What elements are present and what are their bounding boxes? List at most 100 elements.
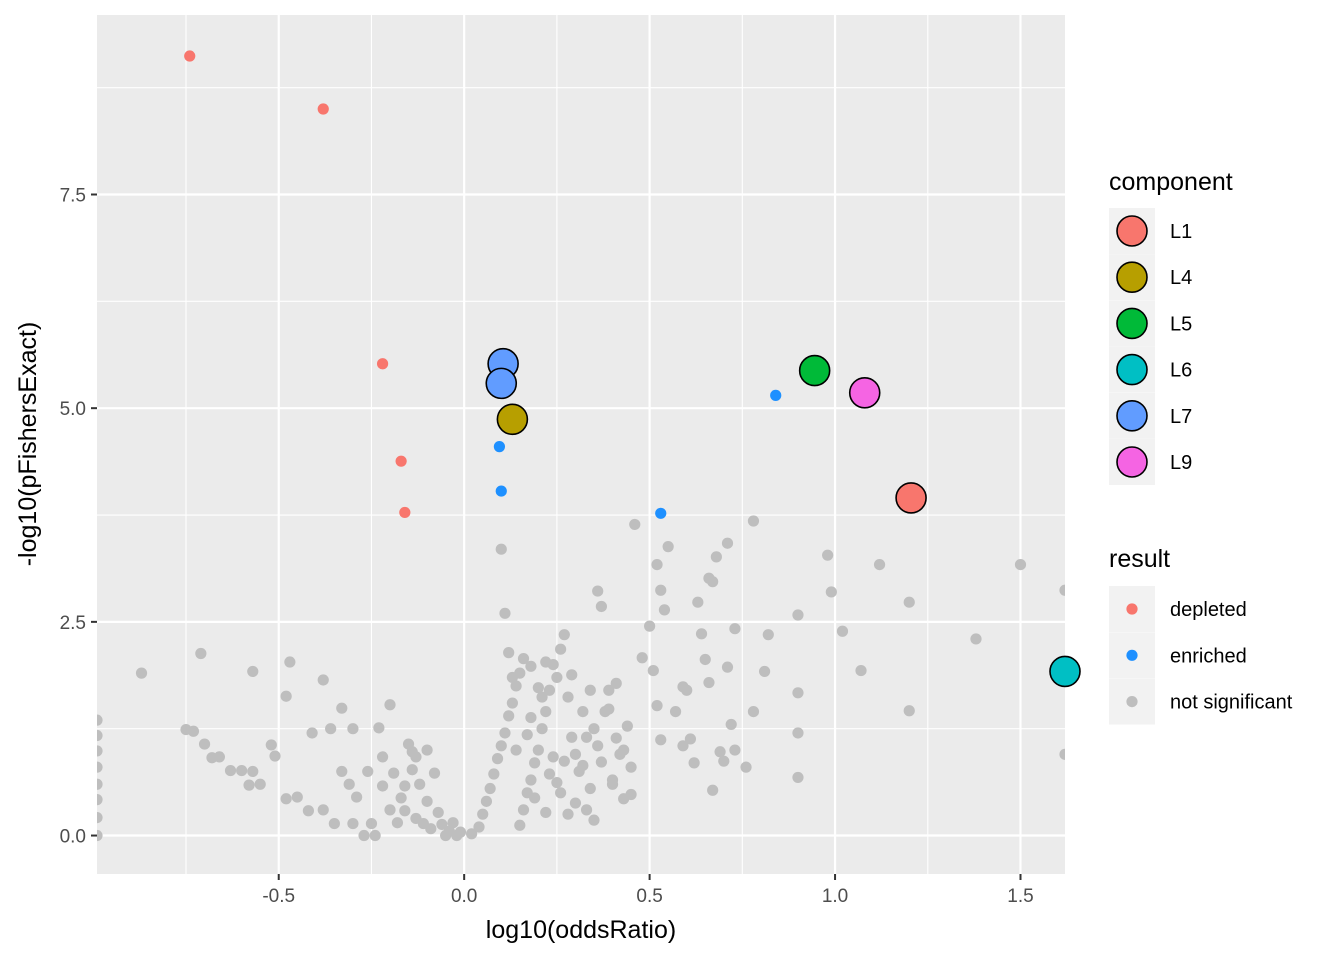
legend-label-l1: L1 bbox=[1170, 221, 1192, 243]
legend-label-l4: L4 bbox=[1170, 267, 1192, 289]
point-not-significant bbox=[376, 751, 389, 763]
point-not-significant bbox=[97, 794, 103, 806]
point-not-significant bbox=[558, 755, 570, 767]
point-not-significant bbox=[247, 765, 259, 778]
legend-key-l9 bbox=[1116, 446, 1148, 478]
point-not-significant bbox=[651, 700, 663, 712]
point-not-significant bbox=[721, 661, 734, 673]
component-marker-l6 bbox=[1049, 655, 1081, 688]
x-tick-label: 1.0 bbox=[822, 886, 848, 907]
x-tick-label: 0.0 bbox=[451, 886, 477, 907]
point-not-significant bbox=[97, 745, 103, 757]
point-not-significant bbox=[692, 596, 704, 608]
point-not-significant bbox=[187, 725, 200, 737]
point-not-significant bbox=[514, 819, 526, 831]
point-not-significant bbox=[195, 647, 207, 660]
point-not-significant bbox=[280, 793, 292, 805]
point-not-significant bbox=[529, 792, 541, 804]
point-not-significant bbox=[747, 706, 760, 718]
point-not-significant bbox=[729, 623, 741, 635]
point-not-significant bbox=[703, 572, 715, 584]
point-not-significant bbox=[729, 744, 741, 756]
point-not-significant bbox=[532, 682, 544, 694]
point-not-significant bbox=[636, 652, 648, 664]
point-not-significant bbox=[1059, 584, 1065, 596]
point-not-significant bbox=[747, 515, 760, 527]
legend-label-depleted: depleted bbox=[1170, 599, 1247, 621]
point-not-significant bbox=[792, 609, 804, 621]
point-not-significant bbox=[491, 753, 504, 765]
point-not-significant bbox=[280, 690, 292, 702]
point-not-significant bbox=[373, 722, 385, 734]
component-marker-l4 bbox=[496, 403, 529, 436]
point-depleted bbox=[317, 103, 329, 115]
point-not-significant bbox=[328, 817, 340, 830]
point-not-significant bbox=[580, 804, 593, 816]
point-not-significant bbox=[302, 805, 315, 817]
point-not-significant bbox=[555, 643, 567, 655]
point-not-significant bbox=[618, 744, 630, 756]
point-not-significant bbox=[547, 751, 559, 763]
point-not-significant bbox=[658, 604, 671, 616]
point-not-significant bbox=[503, 647, 515, 659]
point-not-significant bbox=[669, 706, 682, 718]
point-not-significant bbox=[362, 765, 374, 778]
point-not-significant bbox=[566, 669, 578, 681]
point-not-significant bbox=[758, 665, 771, 678]
x-axis-title: log10(oddsRatio) bbox=[486, 916, 676, 944]
point-not-significant bbox=[247, 665, 259, 678]
point-not-significant bbox=[206, 752, 218, 764]
point-not-significant bbox=[269, 750, 281, 762]
major-gridlines bbox=[97, 15, 1065, 874]
point-not-significant bbox=[703, 676, 715, 689]
point-not-significant bbox=[306, 727, 318, 739]
y-axis-title: -log10(pFishersExact) bbox=[14, 322, 42, 567]
point-not-significant bbox=[465, 828, 478, 840]
point-not-significant bbox=[325, 723, 337, 735]
point-not-significant bbox=[595, 600, 607, 613]
point-not-significant bbox=[254, 778, 266, 790]
point-not-significant bbox=[135, 667, 148, 679]
point-not-significant bbox=[625, 788, 637, 801]
point-enriched bbox=[495, 485, 507, 497]
point-not-significant bbox=[543, 684, 556, 696]
point-not-significant bbox=[406, 746, 418, 758]
legend-key-enriched bbox=[1126, 649, 1138, 661]
point-not-significant bbox=[510, 680, 522, 692]
y-axis: 0.0 2.5 5.0 7.5 bbox=[60, 185, 97, 848]
point-not-significant bbox=[291, 791, 303, 803]
y-tick-label: 5.0 bbox=[60, 399, 86, 420]
legend-key-l4 bbox=[1116, 261, 1148, 294]
point-not-significant bbox=[388, 767, 400, 779]
point-not-significant bbox=[714, 746, 726, 758]
point-not-significant bbox=[517, 804, 530, 816]
component-marker-l5 bbox=[798, 354, 831, 387]
point-depleted bbox=[395, 455, 407, 467]
point-not-significant bbox=[525, 660, 537, 672]
point-enriched bbox=[655, 507, 667, 519]
y-tick-label: 0.0 bbox=[60, 827, 86, 848]
point-not-significant bbox=[822, 549, 834, 561]
point-not-significant bbox=[562, 808, 574, 820]
point-not-significant bbox=[569, 748, 582, 760]
point-not-significant bbox=[406, 764, 418, 776]
point-not-significant bbox=[584, 782, 596, 795]
point-not-significant bbox=[477, 808, 489, 820]
point-not-significant bbox=[721, 537, 734, 549]
point-not-significant bbox=[425, 823, 437, 835]
point-not-significant bbox=[588, 723, 600, 735]
x-axis: -0.5 0.0 0.5 1.0 1.5 bbox=[262, 874, 1034, 907]
point-not-significant bbox=[432, 806, 444, 819]
point-not-significant bbox=[740, 761, 752, 773]
point-not-significant bbox=[347, 723, 359, 735]
point-not-significant bbox=[762, 629, 774, 641]
legend-key-l6 bbox=[1116, 353, 1148, 386]
point-not-significant bbox=[592, 740, 604, 752]
point-not-significant bbox=[506, 671, 518, 684]
point-not-significant bbox=[792, 687, 804, 699]
point-not-significant bbox=[97, 778, 103, 790]
point-not-significant bbox=[725, 718, 737, 731]
point-not-significant bbox=[414, 778, 426, 790]
point-not-significant bbox=[521, 729, 533, 741]
point-not-significant bbox=[710, 551, 722, 563]
